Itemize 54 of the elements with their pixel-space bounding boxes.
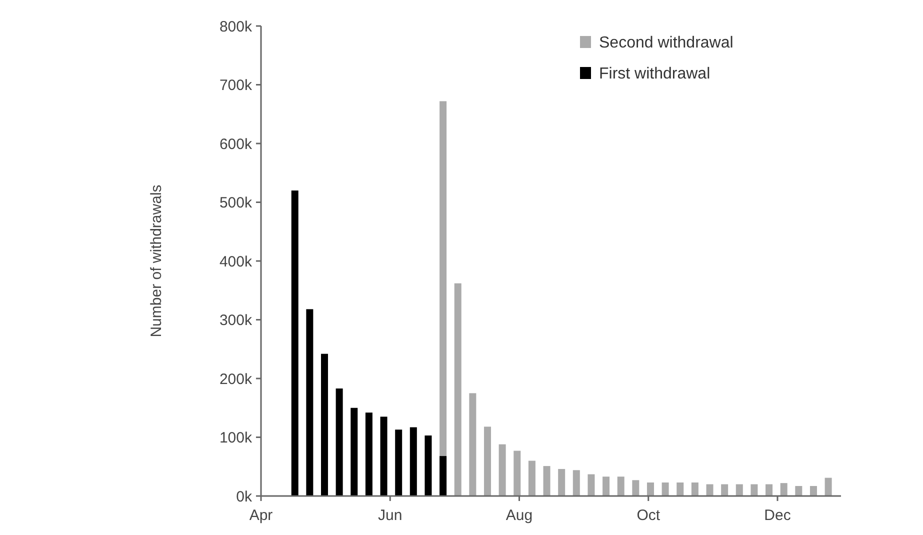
x-tick-label: Jun [378, 507, 402, 524]
bar [736, 484, 743, 496]
bar [410, 427, 417, 496]
x-tick-label: Apr [249, 507, 273, 524]
x-tick-label: Dec [764, 507, 792, 524]
bar [721, 484, 728, 496]
bar [365, 412, 372, 496]
legend-label: Second withdrawal [599, 34, 734, 52]
bar [291, 190, 298, 496]
y-tick-label: 0k [236, 488, 252, 506]
bar [543, 466, 550, 496]
bar [780, 483, 788, 496]
bar [691, 482, 698, 496]
y-tick-label: 700k [219, 77, 252, 94]
bar [810, 486, 817, 496]
bar [321, 354, 328, 496]
legend-label: First withdrawal [599, 66, 710, 83]
x-tick-label: Oct [636, 507, 661, 524]
bar [469, 393, 476, 496]
y-tick-label: 300k [219, 312, 252, 329]
bar [380, 416, 388, 496]
bar [706, 484, 714, 496]
bar [336, 388, 343, 496]
bar [528, 460, 536, 496]
y-tick-label: 100k [219, 430, 252, 446]
bar [617, 476, 624, 496]
bar [350, 408, 358, 496]
bar [824, 478, 832, 496]
bar [676, 482, 684, 496]
bar [632, 480, 640, 496]
bar [646, 482, 654, 496]
y-tick-label: 500k [219, 194, 252, 212]
bar [750, 484, 758, 496]
bar [440, 456, 447, 496]
y-tick-label: 600k [219, 136, 252, 153]
bar [454, 283, 462, 496]
bar [588, 474, 595, 496]
bar [306, 309, 314, 496]
y-tick-label: 400k [219, 253, 252, 270]
y-tick-label: 800k [219, 18, 252, 36]
bar [484, 426, 491, 496]
bar [498, 444, 506, 496]
x-tick-label: Aug [506, 507, 533, 524]
y-axis-title: Number of withdrawals [148, 184, 165, 338]
bar [395, 430, 402, 496]
bar [572, 470, 580, 496]
bar [558, 468, 566, 496]
bar [766, 484, 773, 496]
bar [795, 486, 802, 496]
bar [514, 450, 521, 496]
bar [602, 476, 610, 496]
bar [662, 482, 669, 496]
y-tick-label: 200k [219, 370, 252, 388]
bar [424, 435, 432, 496]
